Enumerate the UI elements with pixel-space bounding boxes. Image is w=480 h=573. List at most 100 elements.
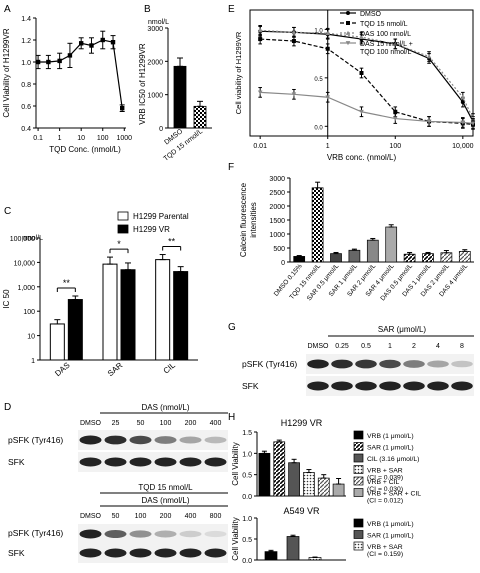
data-point (35, 59, 41, 65)
y-tick-label: 1.0 (314, 28, 323, 34)
lane-label: DMSO (80, 420, 102, 427)
data-point (89, 43, 94, 48)
lane-label: 8 (460, 343, 464, 350)
legend-swatch (117, 224, 129, 234)
blot-band (331, 381, 353, 391)
bar (173, 271, 189, 361)
y-axis-title: Cell viability of H1299VR (234, 31, 243, 114)
data-point (325, 46, 330, 51)
legend-label: DAS 100 nmol/L (360, 31, 411, 38)
lane-label: DMSO (308, 343, 330, 350)
legend-swatch (353, 541, 364, 551)
data-point (346, 21, 350, 25)
data-point (46, 59, 51, 65)
legend-swatch (353, 488, 364, 497)
x-tick-label: 100 (389, 143, 401, 150)
x-tick-label: 1000 (117, 135, 133, 142)
chart-title: H1299 VR (281, 418, 323, 428)
blot-row-label: SFK (8, 548, 25, 558)
legend-label: VRB + SAR (367, 468, 403, 475)
y-tick-label: 2000 (147, 59, 163, 66)
y-tick-label: 500 (273, 246, 285, 253)
blot-header: TQD 15 nmol/L (138, 483, 193, 492)
x-axis-title: TQD Conc. (nmol/L) (49, 145, 121, 154)
legend-label: VRB + SAR + CIL (367, 491, 421, 498)
blot-row-label: pSFK (Tyr416) (8, 528, 63, 538)
data-point (120, 106, 125, 111)
bar (348, 249, 361, 263)
legend-label: (CI = 0.012) (367, 498, 403, 505)
blot-membrane (78, 543, 228, 563)
x-tick-label: 0.1 (33, 135, 43, 142)
data-point (346, 11, 350, 15)
x-tick-label: 100 (97, 135, 109, 142)
y-tick-label: 1,000 (17, 285, 35, 292)
blot-band (403, 360, 425, 368)
legend-label: H1299 VR (133, 225, 170, 234)
bar (332, 483, 345, 497)
bar (193, 105, 207, 129)
panel-e: E 0.0 0.5 1.0 0.01 1 100 10,000 Cell viability o… (228, 4, 476, 162)
legend-swatch (353, 442, 364, 451)
bar (440, 252, 453, 263)
y-tick-label: 10 (27, 334, 35, 341)
data-point (67, 53, 73, 58)
legend-label: SAR (1 μmol/L) (367, 533, 414, 540)
y-tick-label: 3000 (269, 176, 285, 183)
data-point (291, 92, 297, 97)
panel-a: A 0.4 0.6 0.8 1.0 1.2 1.4 0.1 1 10 100 1000 Cell Via… (2, 4, 132, 154)
lane-label: 4 (436, 343, 440, 350)
blot-band (79, 529, 102, 539)
legend-label: VRB (1 μmol/L) (367, 521, 414, 528)
blot-band (179, 530, 202, 538)
y-tick-label: 1 (31, 358, 35, 365)
legend-label: (CI = 0.039) (367, 475, 403, 482)
y-axis-title: Cell Viability of H1299VR (2, 28, 11, 117)
blot-band (204, 548, 227, 558)
data-point (470, 121, 476, 126)
bar (366, 239, 379, 263)
bar (385, 226, 398, 263)
y-tick-label: 100 (23, 309, 35, 316)
blot-band (204, 457, 227, 467)
plot-frame (249, 9, 474, 137)
blot-band (355, 381, 377, 391)
blot-band (379, 359, 401, 369)
blot-band (403, 381, 425, 391)
y-tick-label: 1500 (269, 218, 285, 225)
y-tick-label: 0.0 (242, 558, 252, 565)
x-tick-label: 1 (326, 143, 330, 150)
blot-band (179, 436, 202, 444)
legend-label: VRB + SAR (367, 544, 403, 551)
blot-band (307, 381, 329, 391)
legend-label: (CI = 0.159) (367, 551, 403, 558)
blot-membrane (78, 452, 228, 472)
data-point (359, 109, 364, 115)
bar (120, 269, 136, 361)
y-tick-label: 1000 (269, 232, 285, 239)
blot-header: DAS (nmol/L) (141, 403, 189, 412)
blot-row-label: SFK (242, 381, 259, 391)
x-tick-label: DAS (53, 361, 71, 378)
panel-letter-g: G (228, 322, 236, 333)
y-tick-label: 100,000 (10, 236, 35, 243)
blot-header: DAS (nmol/L) (141, 496, 189, 505)
data-point (359, 71, 364, 75)
blot-band (427, 381, 449, 391)
x-tick-label: 10,000 (452, 143, 474, 150)
y-tick-label: 0.0 (314, 125, 323, 131)
bar (330, 253, 342, 263)
blot-band (379, 381, 401, 391)
x-tick-label: SAR (106, 360, 125, 378)
blot-row-label: pSFK (Tyr416) (242, 359, 297, 369)
x-axis-title: VRB conc. (nmol/L) (327, 153, 397, 162)
data-point (345, 41, 351, 46)
blot-band (154, 548, 177, 558)
y-tick-label: 10,000 (14, 260, 36, 267)
data-point (426, 119, 432, 124)
blot-band (79, 457, 102, 467)
bar (303, 472, 315, 497)
data-point (257, 28, 263, 33)
bar (458, 251, 471, 263)
